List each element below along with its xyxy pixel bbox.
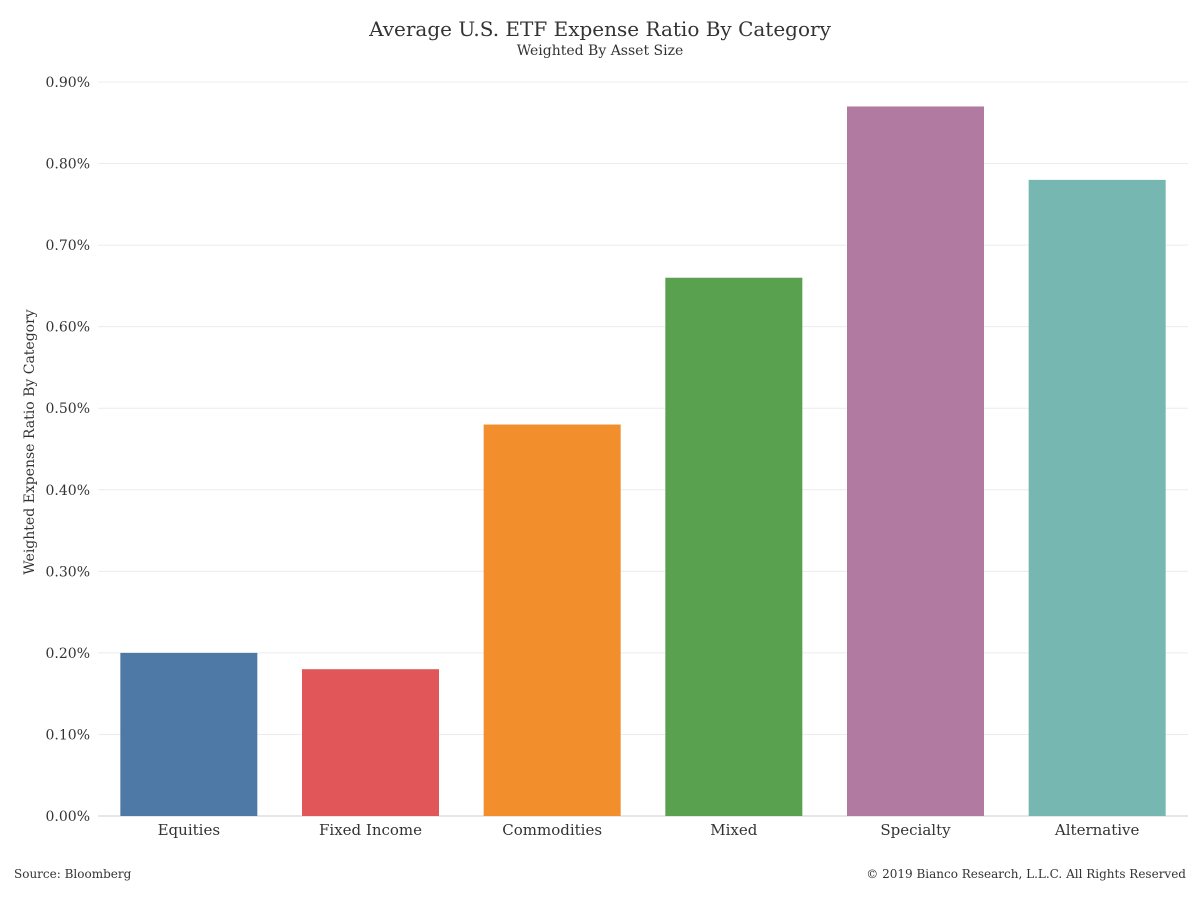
y-tick-label: 0.00% — [46, 809, 90, 825]
bar-equities — [120, 652, 258, 816]
bar-mixed — [665, 277, 803, 816]
y-tick-labels: 0.00% 0.10% 0.20% 0.30% 0.40% 0.50% 0.60% 0.70%… — [46, 75, 90, 825]
y-tick-label: 0.60% — [46, 320, 90, 336]
x-tick-label: Mixed — [710, 821, 757, 839]
bar-commodities — [483, 424, 621, 816]
bar-fixed-income — [302, 669, 439, 816]
y-tick-label: 0.20% — [46, 646, 90, 662]
x-tick-label: Specialty — [880, 821, 951, 839]
bar-specialty — [847, 106, 984, 816]
y-tick-label: 0.40% — [46, 483, 90, 499]
chart-subtitle: Weighted By Asset Size — [516, 43, 684, 59]
y-tick-label: 0.50% — [46, 401, 90, 417]
x-tick-label: Commodities — [502, 821, 602, 839]
y-tick-label: 0.80% — [46, 157, 90, 173]
source-note: Source: Bloomberg — [14, 867, 132, 881]
copyright-note: © 2019 Bianco Research, L.L.C. All Right… — [866, 867, 1186, 881]
x-tick-label: Fixed Income — [319, 821, 422, 839]
bars — [120, 106, 1166, 816]
y-tick-label: 0.10% — [46, 727, 90, 743]
bar-alternative — [1028, 179, 1166, 816]
y-axis-label: Weighted Expense Ratio By Category — [22, 309, 38, 575]
chart-title: Average U.S. ETF Expense Ratio By Catego… — [369, 17, 831, 41]
x-tick-label: Equities — [158, 821, 220, 839]
y-tick-label: 0.70% — [46, 238, 90, 254]
x-tick-labels: Equities Fixed Income Commodities Mixed Spec… — [158, 821, 1140, 839]
grid-lines — [98, 81, 1188, 817]
y-tick-label: 0.30% — [46, 564, 90, 580]
x-tick-label: Alternative — [1054, 821, 1140, 839]
y-tick-label: 0.90% — [46, 75, 90, 91]
